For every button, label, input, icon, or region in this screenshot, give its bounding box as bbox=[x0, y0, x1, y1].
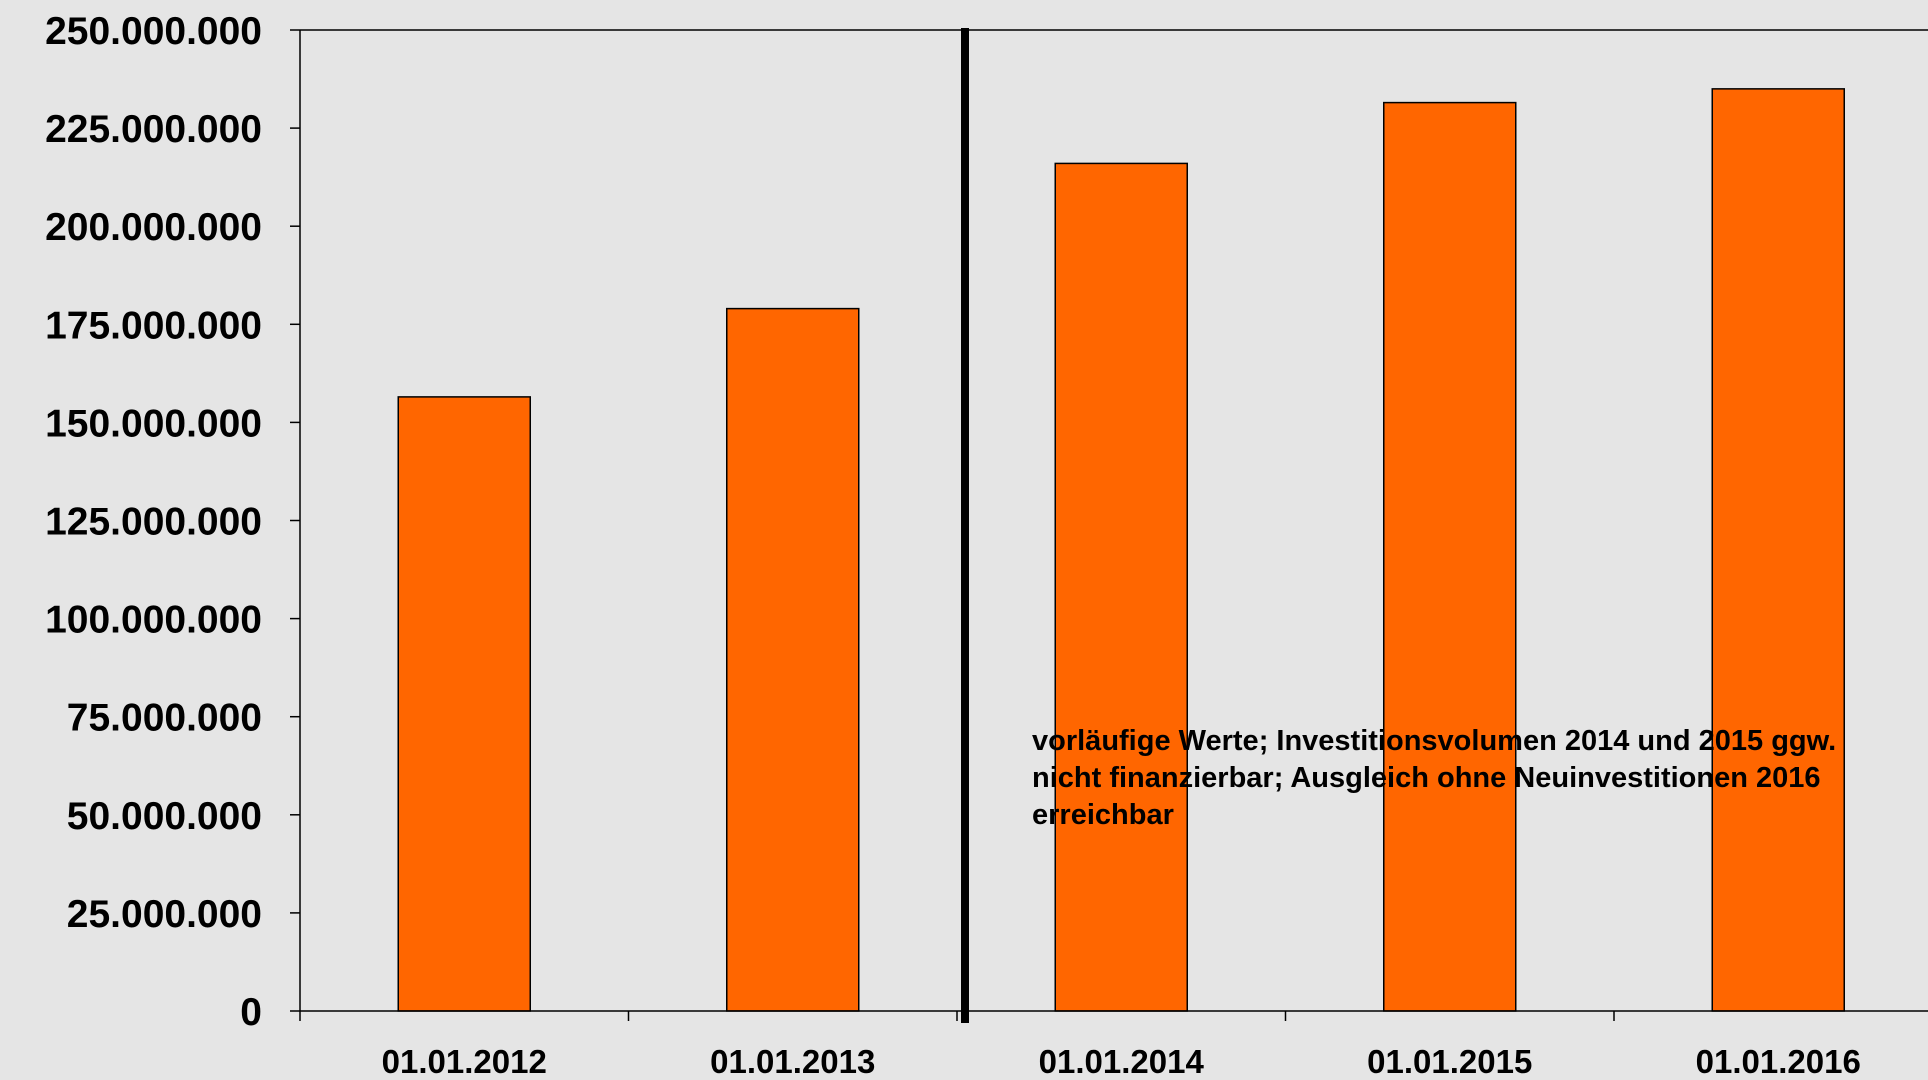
y-axis: 0 25.000.000 50.000.000 75.000.000 100.000.0… bbox=[45, 10, 300, 1034]
y-tick-label: 250.000.000 bbox=[45, 10, 262, 53]
bars bbox=[397, 88, 1845, 1012]
y-tick-label: 75.000.000 bbox=[67, 697, 262, 740]
axes bbox=[299, 28, 1928, 1023]
bar bbox=[397, 396, 531, 1012]
bar bbox=[1383, 101, 1517, 1012]
x-tick-label: 01.01.2016 bbox=[1696, 1043, 1861, 1080]
annotation-line-1: vorläufige Werte; Investitionsvolumen 20… bbox=[1032, 725, 1836, 757]
x-tick-label: 01.01.2013 bbox=[710, 1043, 875, 1080]
bar bbox=[1711, 88, 1845, 1012]
bar bbox=[726, 307, 860, 1012]
y-tick-label: 225.000.000 bbox=[45, 108, 262, 151]
y-tick-label: 175.000.000 bbox=[45, 304, 262, 347]
annotation-text: vorläufige Werte; Investitionsvolumen 20… bbox=[1032, 725, 1844, 831]
annotation-line-2: nicht finanzierbar; Ausgleich ohne Neuin… bbox=[1032, 762, 1821, 794]
annotation-line-3: erreichbar bbox=[1032, 799, 1174, 831]
y-tick-label: 100.000.000 bbox=[45, 599, 262, 642]
bar bbox=[1054, 162, 1188, 1012]
y-tick-label: 125.000.000 bbox=[45, 501, 262, 544]
y-tick-label: 25.000.000 bbox=[67, 893, 262, 936]
x-tick-label: 01.01.2014 bbox=[1039, 1043, 1205, 1080]
x-tick-label: 01.01.2015 bbox=[1367, 1043, 1532, 1080]
x-tick-label: 01.01.2012 bbox=[382, 1043, 547, 1080]
x-axis: 01.01.2012 01.01.2013 01.01.2014 01.01.2015… bbox=[299, 1011, 1861, 1080]
y-tick-label: 0 bbox=[240, 991, 262, 1034]
y-tick-label: 150.000.000 bbox=[45, 402, 262, 445]
y-tick-label: 200.000.000 bbox=[45, 206, 262, 249]
y-tick-label: 50.000.000 bbox=[67, 795, 262, 838]
